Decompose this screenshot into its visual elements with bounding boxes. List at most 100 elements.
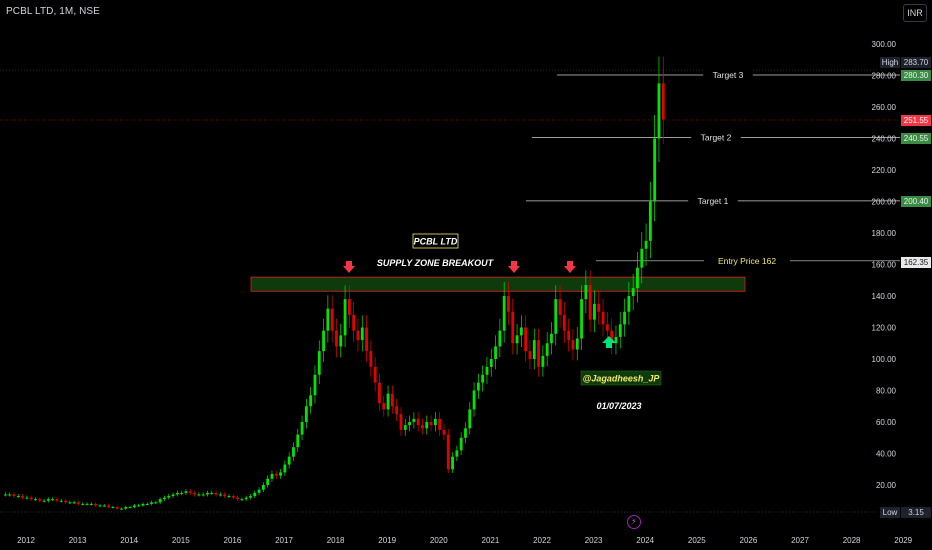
candle-body: [365, 327, 368, 352]
candle-body: [34, 499, 37, 501]
x-tick-label: 2028: [843, 536, 861, 545]
candle-body: [524, 327, 528, 352]
y-tick-label: 220.00: [872, 166, 897, 175]
currency-button[interactable]: INR: [903, 4, 927, 22]
chart-title: PCBL LTD, 1M, NSE: [6, 6, 100, 17]
y-tick-label: 40.00: [876, 450, 897, 459]
candle-body: [352, 314, 356, 331]
candle-body: [494, 346, 497, 359]
candle-body: [528, 351, 532, 359]
candle-body: [421, 425, 424, 429]
y-tick-label: 120.00: [872, 324, 897, 333]
candle-body: [322, 330, 325, 352]
candle-body: [21, 496, 24, 498]
y-tick-label: 180.00: [872, 229, 897, 238]
candle-body: [296, 434, 300, 448]
candle-body: [304, 406, 308, 422]
y-tick-label: 260.00: [872, 103, 897, 112]
x-tick-label: 2029: [894, 536, 912, 545]
candle-body: [214, 492, 218, 495]
target3-price-tag: 280.30: [901, 70, 931, 81]
y-tick-label: 100.00: [872, 355, 897, 364]
candle-body: [29, 497, 33, 500]
candle-body: [537, 340, 540, 367]
y-tick-label: 200.00: [872, 198, 897, 207]
candle-body: [249, 496, 252, 498]
candle-body: [476, 382, 480, 391]
candle-body: [429, 422, 433, 426]
candle-body: [403, 425, 407, 430]
candle-body: [12, 494, 16, 497]
candle-body: [227, 496, 231, 498]
candle-body: [25, 497, 29, 499]
candle-body: [218, 494, 222, 496]
candle-body: [657, 83, 661, 139]
candle-body: [580, 299, 583, 339]
x-tick-label: 2016: [224, 536, 242, 545]
candle-body: [485, 366, 489, 375]
high-label: High: [880, 57, 900, 68]
candle-body: [257, 489, 261, 493]
candle-body: [584, 284, 588, 300]
supply-zone-breakout-text: SUPPLY ZONE BREAKOUT: [377, 258, 495, 268]
target2-line-label: Target 2: [701, 133, 732, 143]
x-tick-label: 2013: [69, 536, 87, 545]
candle-body: [541, 355, 545, 367]
x-tick-label: 2021: [482, 536, 500, 545]
candle-body: [266, 478, 270, 485]
candle-body: [81, 503, 85, 505]
tradingview-logo-icon[interactable]: ⚡: [627, 515, 641, 529]
candle-body: [515, 335, 519, 344]
candle-body: [163, 497, 166, 500]
candle-body: [382, 403, 386, 410]
candle-body: [593, 303, 596, 320]
down-arrow-icon: [508, 261, 520, 273]
candle-body: [438, 418, 442, 430]
down-arrow-icon: [564, 261, 576, 273]
candle-body: [317, 351, 321, 375]
x-tick-label: 2025: [688, 536, 706, 545]
candle-body: [85, 503, 89, 505]
candle-body: [167, 496, 171, 498]
y-tick-label: 20.00: [876, 481, 897, 490]
candle-body: [326, 308, 330, 331]
candle-body: [98, 505, 102, 507]
candle-body: [150, 502, 153, 504]
x-tick-label: 2024: [636, 536, 654, 545]
candle-body: [141, 503, 145, 506]
candle-body: [59, 500, 63, 502]
candle-body: [158, 499, 162, 503]
x-tick-label: 2018: [327, 536, 345, 545]
candle-body: [46, 499, 50, 501]
x-tick-label: 2019: [378, 536, 396, 545]
candle-body: [502, 296, 506, 331]
y-tick-label: 240.00: [872, 135, 897, 144]
candle-body: [188, 491, 192, 493]
candle-body: [330, 308, 334, 331]
target1-line-label: Target 1: [698, 196, 729, 206]
candle-body: [489, 359, 493, 367]
candle-body: [386, 393, 390, 410]
candle-body: [455, 450, 459, 457]
candle-body: [575, 338, 579, 350]
candle-body: [554, 299, 558, 334]
candle-body: [236, 497, 239, 500]
candle-body: [636, 267, 639, 289]
candle-body: [145, 503, 149, 505]
candle-body: [102, 505, 106, 507]
candle-body: [618, 324, 622, 337]
candle-body: [623, 311, 626, 325]
candle-body: [356, 330, 360, 341]
candle-body: [472, 390, 476, 410]
candle-body: [197, 494, 201, 496]
candle-body: [38, 499, 42, 501]
stock-name-box: [412, 233, 459, 249]
candle-body: [644, 240, 648, 249]
candle-body: [550, 333, 553, 344]
candle-body: [545, 343, 549, 356]
low-label: Low: [880, 507, 900, 518]
candle-body: [3, 494, 7, 496]
candle-body: [240, 499, 244, 501]
candle-body: [648, 201, 652, 241]
